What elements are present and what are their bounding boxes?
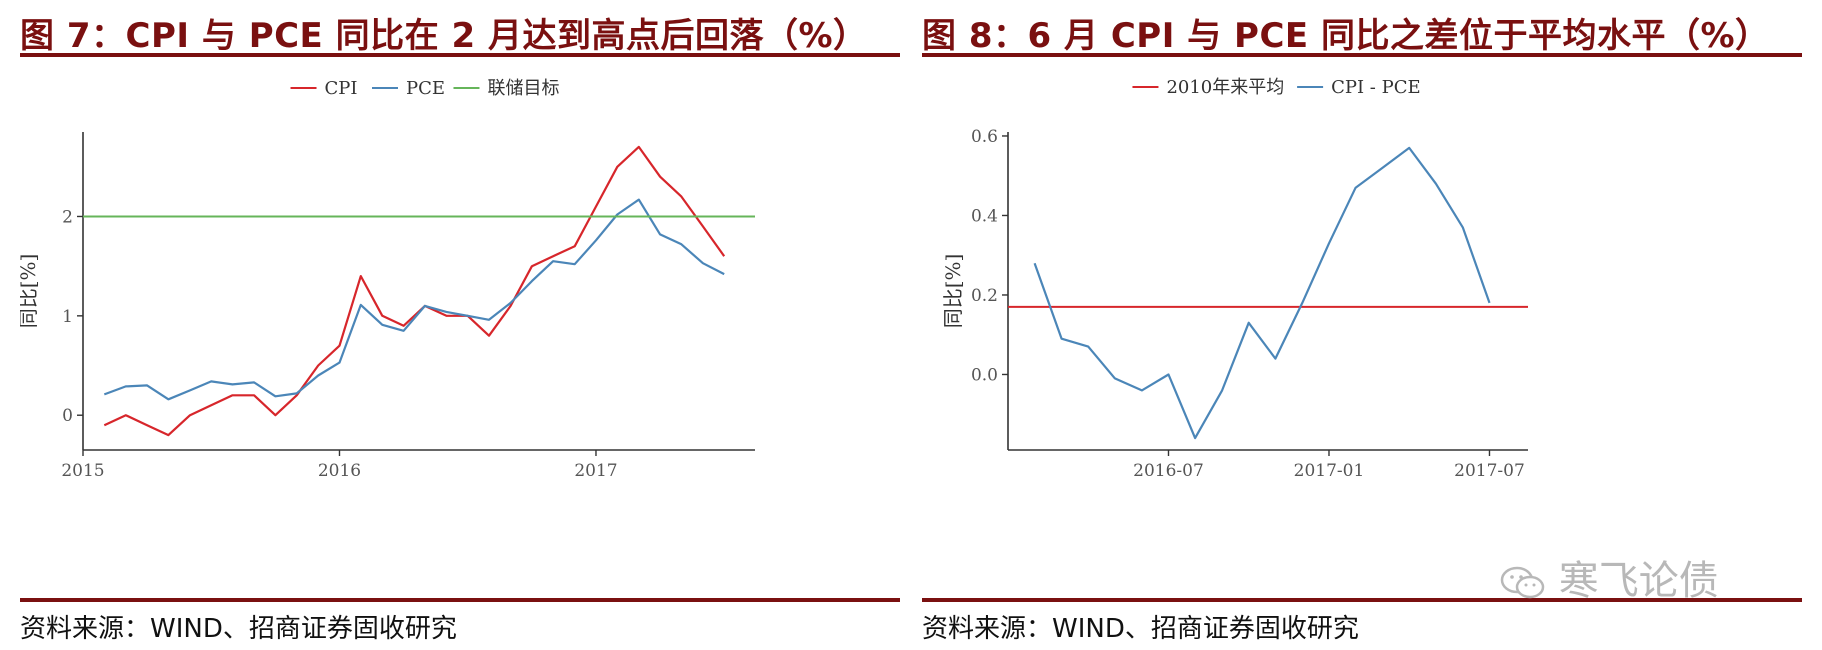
title-rule	[922, 53, 1802, 57]
title-rule	[20, 53, 900, 57]
series-pce-line	[103, 198, 725, 401]
y-tick-label: 1	[62, 307, 73, 327]
y-tick-label: 2	[62, 207, 73, 227]
legend: 2010年来平均 CPI - PCE	[1132, 77, 1421, 98]
figure-7-panel: 图 7：CPI 与 PCE 同比在 2 月达到高点后回落（%） 0 1 2 2015 2…	[20, 0, 900, 650]
cpi-minus-pce-chart: 0.0 0.2 0.4 0.6 2016-07 2017-01 2017-07 同比[%] 20…	[941, 77, 1528, 481]
figure-7-title: 图 7：CPI 与 PCE 同比在 2 月达到高点后回落（%）	[20, 16, 868, 56]
y-tick-label: 0.4	[971, 206, 998, 226]
y-tick-label: 0.2	[971, 286, 998, 306]
wechat-icon	[1500, 566, 1545, 599]
x-tick-label: 2016	[318, 461, 361, 481]
legend-label: PCE	[406, 78, 445, 99]
legend-label: 联储目标	[487, 78, 559, 99]
x-tick-label: 2016-07	[1133, 461, 1204, 481]
legend-label: CPI	[325, 78, 358, 99]
y-tick-label: 0.0	[971, 365, 998, 385]
figure-8-title: 图 8：6 月 CPI 与 PCE 同比之差位于平均水平（%）	[922, 16, 1770, 56]
x-tick-label: 2017	[574, 461, 617, 481]
figure-8-panel: 图 8：6 月 CPI 与 PCE 同比之差位于平均水平（%） 0.0 0.2 0.…	[922, 0, 1802, 650]
bottom-rule	[922, 598, 1802, 602]
y-axis-label: 同比[%]	[941, 254, 965, 329]
series-cpi-pce-line	[1033, 146, 1491, 440]
x-tick-label: 2017-07	[1454, 461, 1525, 481]
x-tick-label: 2015	[61, 461, 104, 481]
y-tick-label: 0	[62, 406, 73, 426]
source-note: 资料来源：WIND、招商证券固收研究	[922, 614, 1359, 644]
y-axis-label: 同比[%]	[20, 254, 40, 329]
source-note: 资料来源：WIND、招商证券固收研究	[20, 614, 457, 644]
legend-label: CPI - PCE	[1331, 77, 1421, 98]
watermark: 寒飞论债	[1500, 548, 1719, 606]
bottom-rule	[20, 598, 900, 602]
y-tick-label: 0.6	[971, 127, 998, 147]
legend-label: 2010年来平均	[1166, 77, 1284, 98]
x-tick-label: 2017-01	[1294, 461, 1365, 481]
legend: CPI PCE 联储目标	[290, 78, 559, 99]
watermark-text: 寒飞论债	[1558, 558, 1719, 604]
cpi-pce-chart: 0 1 2 2015 2016 2017 同比[%] CPI PCE 联储目标	[20, 78, 755, 481]
series-cpi-line	[103, 145, 726, 437]
